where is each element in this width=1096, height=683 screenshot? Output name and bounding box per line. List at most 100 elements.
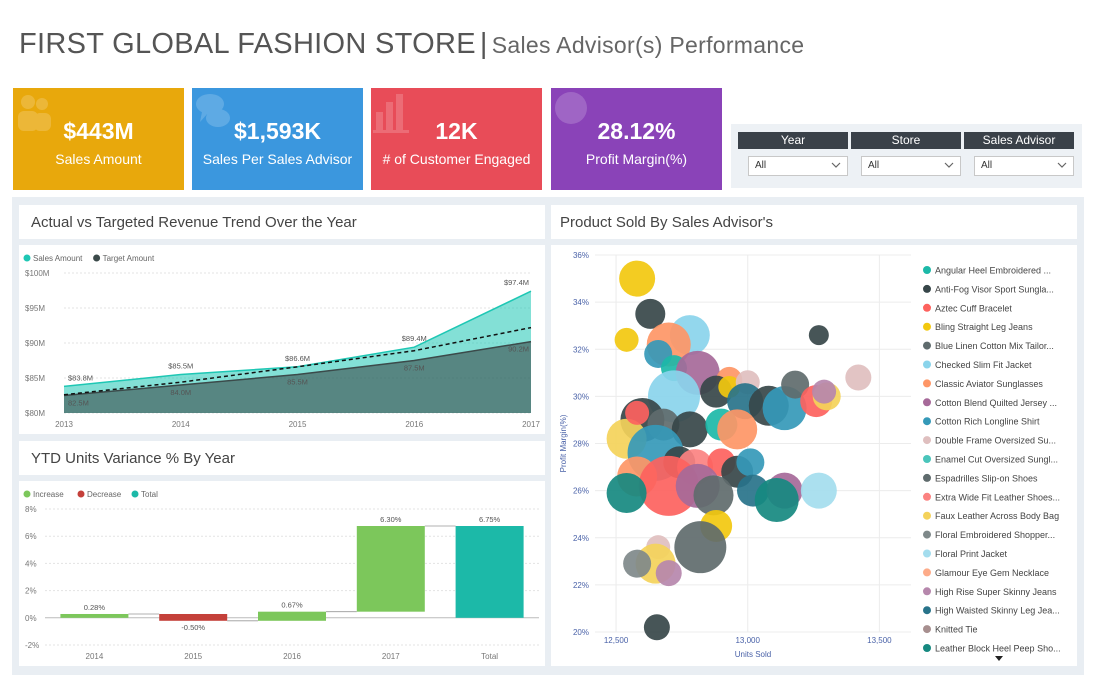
legend-label: Increase [33,490,64,499]
legend-marker [923,360,931,369]
legend-label: Target Amount [103,254,155,263]
y-tick-label: 26% [573,487,589,496]
legend-marker [923,436,931,445]
x-tick-label: Total [481,652,498,661]
bubble-point [808,325,829,346]
legend-label: Cotton Blend Quilted Jersey ... [935,398,1057,408]
year-dropdown[interactable]: All [748,156,848,176]
store-dropdown[interactable]: All [861,156,961,176]
y-axis-title: Profit Margin(%) [559,414,568,472]
legend-scroll-down-icon [995,656,1003,661]
data-label: 87.5M [404,364,425,373]
legend-label: Knitted Tie [935,625,978,635]
y-tick-label: -2% [25,641,39,650]
slicer-header: Year [738,132,848,149]
legend-marker [77,490,85,498]
data-label: $89.4M [402,334,427,343]
y-tick-label: $85M [25,374,45,383]
slicer-header: Store [851,132,961,149]
legend-marker [923,568,931,577]
area-target [64,341,531,413]
legend-marker [23,254,31,262]
y-tick-label: 28% [573,440,589,449]
legend-label: Checked Slim Fit Jacket [935,360,1032,370]
legend-label: Bling Straight Leg Jeans [935,322,1033,332]
legend-marker [923,322,931,331]
waterfall-bar [455,526,524,618]
bubble-point [845,364,872,391]
slicer-year[interactable]: Year All [738,132,848,176]
bubble-point [614,327,639,352]
variance-chart-panel[interactable]: Increase Decrease Total -2% 0% 2% 4% 6% 8% 0.28% 2… [19,481,545,666]
dropdown-value: All [755,160,767,171]
legend-label: Total [141,490,158,499]
kpi-label: Sales Per Sales Advisor [202,151,353,167]
legend-label: Sales Amount [33,254,83,263]
y-tick-label: 24% [573,534,589,543]
legend-marker [923,284,931,293]
x-tick-label: 2013 [55,420,73,429]
legend-marker [923,492,931,501]
bubble-point [643,614,670,641]
data-label: 0.28% [84,603,106,612]
bubble-point [754,478,799,523]
legend-label: Blue Linen Cotton Mix Tailor... [935,341,1054,351]
kpi-card-sales-amount[interactable]: $443M Sales Amount [13,88,184,190]
kpi-card-profit-margin[interactable]: 28.12% Profit Margin(%) [551,88,722,190]
y-tick-label: $95M [25,304,45,313]
chevron-down-icon [1057,162,1067,168]
store-title: FIRST GLOBAL FASHION STORE [19,28,476,60]
legend-label: Angular Heel Embroidered ... [935,266,1051,276]
data-label: 82.5M [68,399,89,408]
scatter-chart-panel[interactable]: 20% 22% 24% 26% 28% 30% 32% 34% 36% 12,500 13,000 1… [551,245,1077,666]
slicer-sales-advisor[interactable]: Sales Advisor All [964,132,1074,176]
bubble-scatter-chart: 20% 22% 24% 26% 28% 30% 32% 34% 36% 12,500 13,000 1… [559,251,1061,661]
data-label: 90.2M [508,345,529,354]
bubble-point [623,549,652,578]
sales-advisor-dropdown[interactable]: All [974,156,1074,176]
line-target [63,340,532,397]
scatter-chart-title: Product Sold By Sales Advisor's [560,214,773,231]
legend-label: Aztec Cuff Bracelet [935,303,1012,313]
y-tick-label: $80M [25,409,45,418]
waterfall-bar [60,613,129,618]
scatter-title-bar: Product Sold By Sales Advisor's [551,205,1077,239]
waterfall-bar [159,613,228,621]
slicer-store[interactable]: Store All [851,132,961,176]
legend-marker [923,379,931,388]
legend-marker [923,266,931,274]
bubble-point [671,411,708,448]
y-tick-label: 0% [25,614,37,623]
kpi-label: Profit Margin(%) [585,151,688,167]
kpi-card-sales-per-advisor[interactable]: $1,593K Sales Per Sales Advisor [192,88,363,190]
people-icon [18,95,51,131]
bubble-point [625,400,650,425]
chevron-down-icon [944,162,954,168]
x-tick-label: 12,500 [604,636,629,645]
slicer-group: Year All Store All Sales Advisor All [731,124,1082,188]
bubble-point [674,521,727,574]
bar-chart-icon [373,94,409,133]
x-tick-label: 2016 [405,420,423,429]
revenue-area-chart: Sales Amount Target Amount $80M $85M $90M $95… [23,254,540,429]
x-tick-label: 2017 [522,420,540,429]
variance-title-bar: YTD Units Variance % By Year [19,441,545,475]
y-tick-label: 22% [573,581,589,590]
y-tick-label: $90M [25,339,45,348]
legend-label: Cotton Rich Longline Shirt [935,417,1040,427]
bubble-point [635,298,666,329]
y-tick-label: 32% [573,345,589,354]
legend-marker [23,490,31,498]
legend-marker [131,490,139,498]
legend-marker [923,606,931,615]
kpi-card-customers-engaged[interactable]: 12K # of Customer Engaged [371,88,542,190]
revenue-chart-panel[interactable]: Sales Amount Target Amount $80M $85M $90M $95… [19,245,545,434]
data-label: 84.0M [170,388,191,397]
legend-label: Leather Block Heel Peep Sho... [935,644,1061,654]
globe-icon [555,92,587,124]
bubble-point [655,560,682,587]
legend-marker [923,644,931,652]
legend-marker [923,549,931,558]
revenue-title-bar: Actual vs Targeted Revenue Trend Over th… [19,205,545,239]
